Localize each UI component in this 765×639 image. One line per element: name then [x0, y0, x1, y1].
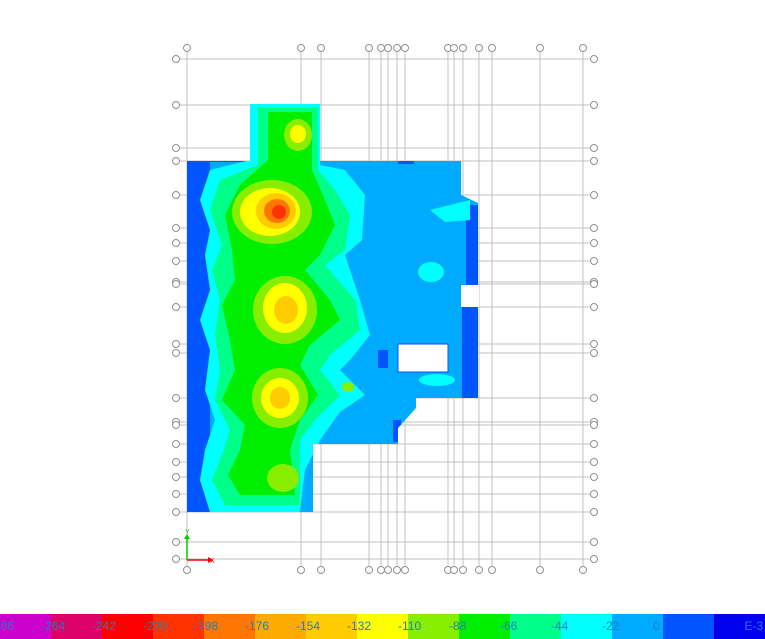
legend-label: -176 [245, 619, 270, 633]
legend-label: -44 [551, 619, 569, 633]
legend-swatch: -22 [602, 614, 663, 639]
legend-label: -286 [0, 619, 15, 633]
legend-swatch: -44 [551, 614, 612, 639]
slab-contour [187, 104, 478, 512]
legend-swatch: -198 [194, 614, 255, 639]
legend-label: -264 [41, 619, 66, 633]
legend-swatch: -154 [296, 614, 357, 639]
legend-swatch: -88 [449, 614, 510, 639]
contour-legend: -286-264-242-220-198-176-154-132-110-88-… [0, 614, 765, 639]
grid-bubbles [172, 44, 598, 574]
legend-swatch: -220 [143, 614, 204, 639]
legend-swatch: -176 [245, 614, 306, 639]
slab-opening [398, 344, 448, 372]
legend-swatch: -286 [0, 614, 51, 639]
axis-indicator: X Y [184, 529, 215, 565]
slab-opening [461, 285, 479, 307]
legend-swatch: 0 [653, 614, 714, 639]
legend-label: -198 [194, 619, 219, 633]
legend-label: -242 [92, 619, 117, 633]
legend-label: -88 [449, 619, 467, 633]
legend-swatch: -110 [398, 614, 459, 639]
legend-swatch: -242 [92, 614, 153, 639]
legend-swatch: -132 [347, 614, 408, 639]
legend-label: -154 [296, 619, 321, 633]
legend-swatch: -66 [500, 614, 561, 639]
legend-label: -220 [143, 619, 168, 633]
legend-label: -22 [602, 619, 620, 633]
legend-swatch: E-3 [714, 614, 765, 639]
legend-label: -110 [398, 619, 422, 633]
legend-label: -132 [347, 619, 372, 633]
legend-label: -66 [500, 619, 518, 633]
y-axis-label: Y [185, 529, 190, 536]
legend-unit: E-3 [744, 619, 763, 633]
legend-label: 0 [653, 619, 660, 633]
x-axis-label: X [210, 558, 215, 565]
legend-swatch: -264 [41, 614, 102, 639]
model-viewport[interactable]: X Y [0, 0, 765, 610]
